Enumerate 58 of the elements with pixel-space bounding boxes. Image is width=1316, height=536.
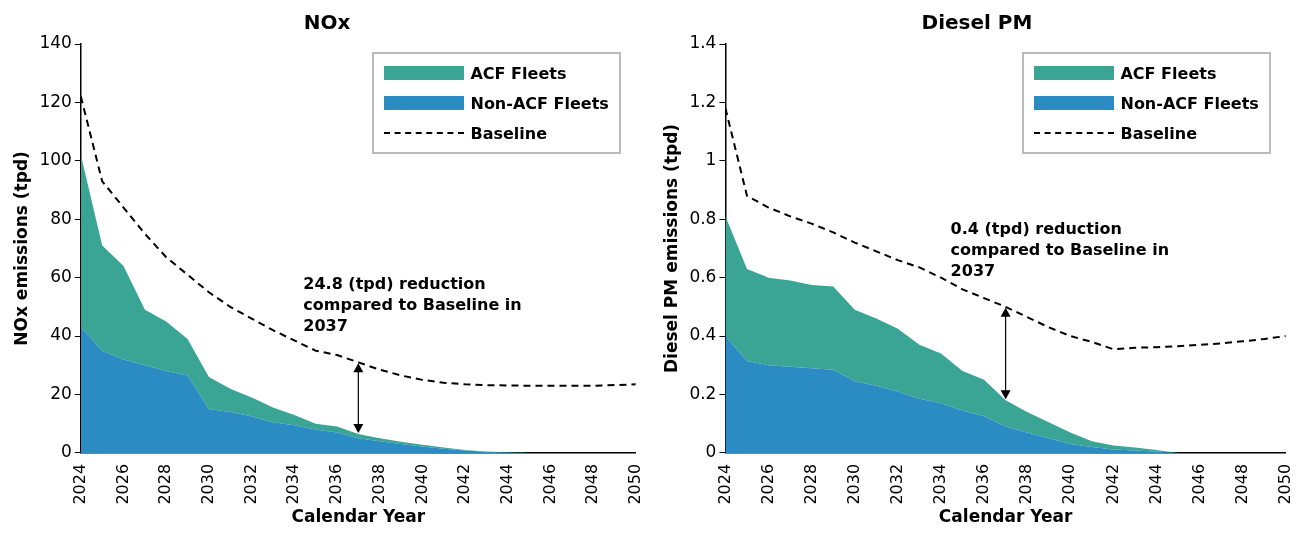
y-axis-title: Diesel PM emissions (tpd) [660, 123, 681, 373]
x-axis-title: Calendar Year [291, 506, 426, 527]
y-tick-label: 0 [705, 441, 717, 462]
y-tick-label: 0 [61, 441, 72, 462]
y-tick-label: 0.2 [689, 382, 717, 403]
chart-title: NOx [303, 10, 351, 35]
y-tick-label: 0.6 [689, 266, 717, 287]
x-tick-label: 2026 [112, 463, 132, 505]
x-tick-label: 2050 [624, 463, 644, 505]
legend-label: Non-ACF Fleets [1120, 93, 1259, 113]
x-tick-label: 2048 [582, 463, 602, 505]
x-tick-label: 2040 [1059, 463, 1079, 505]
x-tick-label: 2046 [539, 463, 559, 505]
x-tick-label: 2042 [454, 463, 474, 505]
x-tick-label: 2044 [496, 463, 516, 505]
x-tick-label: 2036 [973, 463, 993, 505]
legend-label: ACF Fleets [470, 63, 567, 83]
legend-label: Baseline [1120, 123, 1198, 143]
x-tick-label: 2024 [70, 463, 89, 505]
y-tick-label: 80 [50, 207, 72, 228]
y-tick-label: 20 [50, 382, 72, 403]
legend-label: Baseline [470, 123, 548, 143]
x-tick-label: 2024 [714, 463, 734, 505]
legend-label: Non-ACF Fleets [470, 93, 609, 113]
y-axis-title: NOx emissions (tpd) [10, 151, 31, 346]
x-tick-label: 2032 [887, 463, 907, 505]
x-tick-label: 2046 [1188, 463, 1208, 505]
x-tick-label: 2038 [1016, 463, 1036, 505]
annotation: 0.4 (tpd) reduction compared to Baseline in 2037 [950, 219, 1170, 281]
x-tick-label: 2036 [326, 463, 346, 505]
x-tick-label: 2034 [930, 463, 950, 505]
y-tick-label: 1.2 [689, 90, 717, 111]
x-tick-label: 2038 [368, 463, 388, 505]
x-tick-label: 2040 [411, 463, 431, 505]
x-axis-title: Calendar Year [938, 506, 1073, 527]
x-tick-label: 2034 [283, 463, 303, 505]
y-tick-label: 0.4 [689, 324, 717, 345]
annotation: 24.8 (tpd) reduction compared to Baseline in 2037 [303, 274, 522, 336]
y-tick-label: 1.4 [689, 32, 717, 53]
x-tick-label: 2030 [198, 463, 218, 505]
y-tick-label: 60 [50, 266, 72, 287]
x-tick-label: 2026 [757, 463, 777, 505]
legend-label: ACF Fleets [1120, 63, 1217, 83]
x-tick-label: 2044 [1145, 463, 1165, 505]
x-tick-label: 2030 [843, 463, 863, 505]
y-tick-label: 0.8 [689, 207, 717, 228]
y-tick-label: 100 [39, 149, 72, 170]
x-tick-label: 2028 [155, 463, 175, 505]
x-tick-label: 2042 [1102, 463, 1122, 505]
y-tick-label: 40 [50, 324, 72, 345]
chart-title: Diesel PM [921, 10, 1033, 35]
y-tick-label: 1 [705, 149, 717, 170]
x-tick-label: 2028 [800, 463, 820, 505]
x-tick-label: 2048 [1231, 463, 1251, 505]
x-tick-label: 2050 [1274, 463, 1294, 505]
y-tick-label: 120 [39, 90, 72, 111]
x-tick-label: 2032 [240, 463, 260, 505]
y-tick-label: 140 [39, 32, 72, 53]
